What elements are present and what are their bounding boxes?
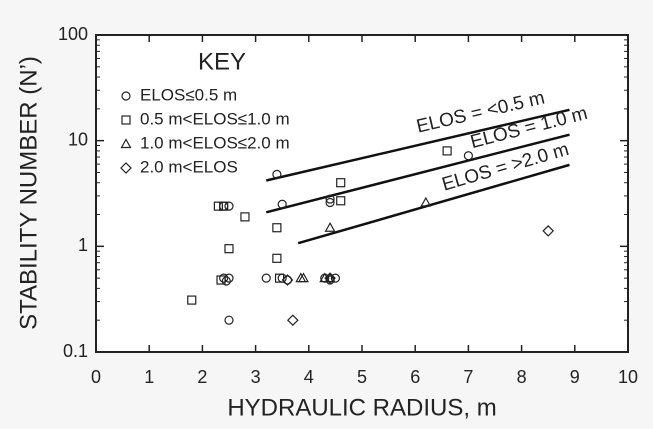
x-tick-label: 9 bbox=[570, 367, 580, 387]
data-point bbox=[213, 201, 223, 211]
data-point bbox=[221, 276, 231, 286]
x-axis-title: HYDRAULIC RADIUS, m bbox=[227, 394, 496, 421]
data-point bbox=[272, 253, 282, 263]
data-point bbox=[219, 201, 229, 211]
data-point bbox=[336, 178, 346, 188]
data-point bbox=[542, 225, 555, 237]
fit-line bbox=[265, 133, 570, 214]
x-tick-label: 3 bbox=[251, 367, 261, 387]
legend-label: 2.0 m<ELOS bbox=[140, 157, 238, 176]
fit-line bbox=[265, 108, 570, 182]
data-point bbox=[325, 194, 335, 204]
data-point bbox=[286, 314, 299, 327]
x-tick-label: 4 bbox=[304, 367, 314, 387]
data-point bbox=[277, 199, 287, 209]
legend-marker bbox=[121, 115, 131, 125]
data-point bbox=[261, 273, 271, 283]
data-point bbox=[420, 196, 432, 207]
x-tick-label: 0 bbox=[91, 367, 101, 387]
legend-title: KEY bbox=[198, 48, 246, 75]
data-point bbox=[325, 197, 335, 208]
data-point bbox=[442, 146, 452, 156]
data-point bbox=[324, 222, 336, 232]
legend-marker bbox=[121, 91, 131, 101]
x-tick-label: 7 bbox=[463, 367, 473, 387]
legend-marker bbox=[120, 162, 132, 174]
data-point bbox=[216, 275, 226, 285]
x-tick-label: 2 bbox=[197, 367, 207, 387]
data-point bbox=[324, 272, 336, 284]
legend-label: ELOS≤0.5 m bbox=[140, 85, 237, 104]
data-point bbox=[187, 295, 197, 305]
data-point bbox=[336, 196, 346, 206]
data-point bbox=[272, 169, 282, 179]
x-tick-label: 6 bbox=[410, 367, 420, 387]
legend-label: 0.5 m<ELOS≤1.0 m bbox=[140, 109, 290, 128]
fit-line bbox=[297, 163, 570, 245]
data-point bbox=[319, 272, 331, 283]
plot-frame bbox=[95, 34, 629, 353]
x-tick-label: 8 bbox=[517, 367, 527, 387]
data-point bbox=[224, 201, 234, 211]
data-point bbox=[219, 273, 229, 283]
legend-marker bbox=[120, 138, 132, 149]
y-axis-title: STABILITY NUMBER (N’) bbox=[15, 56, 42, 330]
y-tick-label: 0.1 bbox=[63, 341, 88, 361]
y-tick-label: 10 bbox=[68, 129, 88, 149]
data-point bbox=[240, 212, 250, 222]
data-point bbox=[324, 272, 336, 283]
y-tick-label: 1 bbox=[78, 235, 88, 255]
x-tick-label: 5 bbox=[357, 367, 367, 387]
data-point bbox=[463, 151, 473, 161]
legend-label: 1.0 m<ELOS≤2.0 m bbox=[140, 133, 290, 152]
data-point bbox=[281, 274, 294, 286]
x-tick-label: 1 bbox=[144, 367, 154, 387]
data-point bbox=[297, 272, 310, 283]
data-point bbox=[224, 315, 234, 325]
x-tick-label: 10 bbox=[618, 367, 638, 387]
data-point bbox=[224, 244, 234, 254]
y-tick-label: 100 bbox=[58, 24, 88, 44]
data-point bbox=[274, 273, 285, 283]
data-point bbox=[272, 223, 282, 233]
